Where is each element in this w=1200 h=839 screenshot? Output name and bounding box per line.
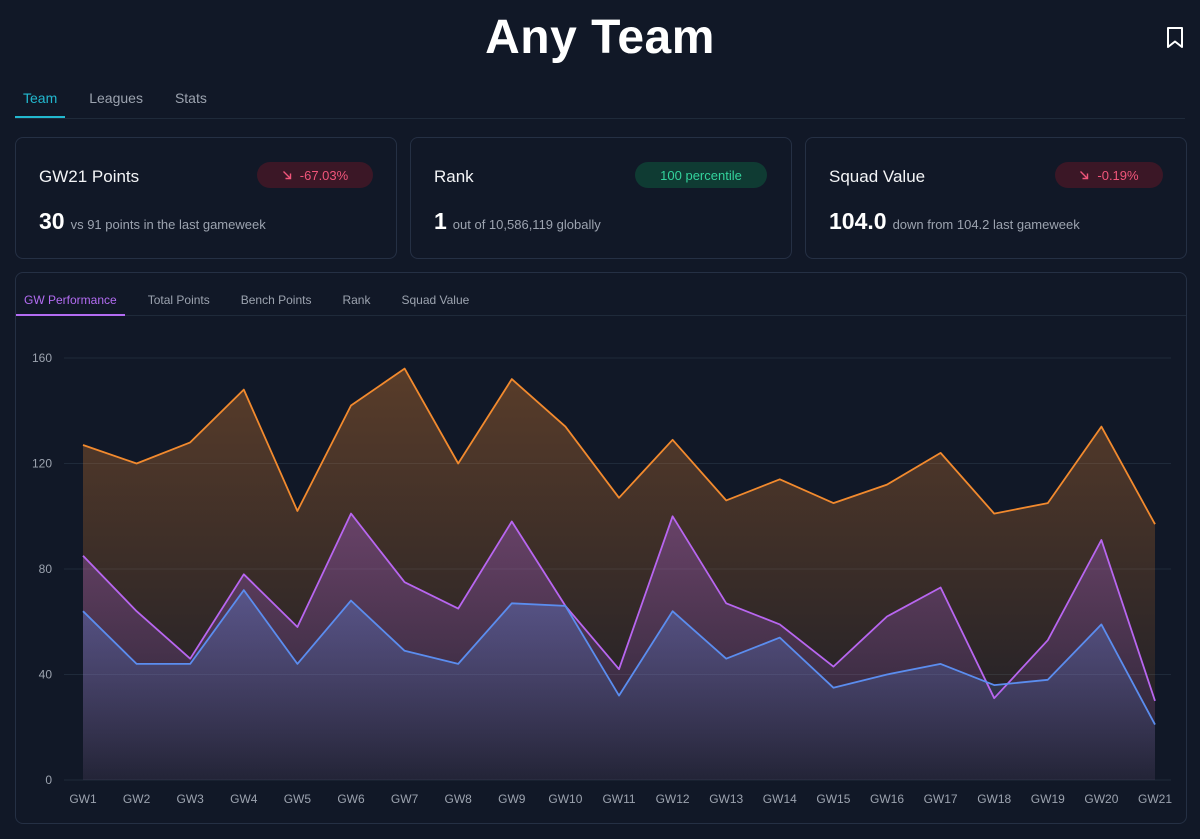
gw-performance-chart: 0 40 80 120 160 GW1 GW2 GW3 GW4 GW5 GW6 GW7 GW8 GW9 GW… (32, 351, 1172, 806)
y-tick-label: 80 (39, 562, 53, 576)
x-tick-label: GW13 (709, 792, 743, 806)
card-value: 30 (39, 208, 65, 234)
series-line (82, 512, 1156, 702)
card-value: 1 (434, 208, 447, 234)
chart-tab-squad-value[interactable]: Squad Value (401, 293, 470, 307)
card-title: GW21 Points (39, 167, 140, 186)
card-title: Squad Value (829, 167, 926, 186)
x-tick-label: GW16 (870, 792, 904, 806)
x-tick-label: GW17 (924, 792, 958, 806)
card-value-row: 104.0 down from 104.2 last gameweek (829, 208, 1080, 235)
x-tick-label: GW5 (284, 792, 312, 806)
y-tick-label: 0 (45, 773, 52, 787)
x-tick-label: GW9 (498, 792, 526, 806)
bookmark-button[interactable] (1166, 26, 1184, 50)
chart-tabs: GW Performance Total Points Bench Points… (16, 283, 1186, 316)
card-value-row: 30 vs 91 points in the last gameweek (39, 208, 266, 235)
chart-tab-rank[interactable]: Rank (342, 293, 371, 307)
tab-stats[interactable]: Stats (174, 90, 207, 106)
card-value-row: 1 out of 10,586,119 globally (434, 208, 601, 235)
bookmark-icon (1167, 27, 1183, 48)
series-line (82, 367, 1156, 525)
percentile-badge: 100 percentile (635, 162, 767, 188)
y-tick-label: 160 (32, 351, 52, 365)
summary-cards: GW21 Points -67.03% 30 vs 91 points in th… (15, 137, 1187, 259)
series-area (83, 590, 1155, 780)
chart-tab-total-points[interactable]: Total Points (147, 293, 210, 307)
series-line (82, 589, 1156, 726)
card-value: 104.0 (829, 208, 887, 234)
x-tick-label: GW8 (445, 792, 473, 806)
x-tick-label: GW19 (1031, 792, 1065, 806)
x-tick-label: GW1 (69, 792, 97, 806)
x-tick-label: GW21 (1138, 792, 1172, 806)
x-tick-label: GW15 (816, 792, 850, 806)
card-gw-points: GW21 Points -67.03% 30 vs 91 points in th… (15, 137, 397, 259)
tab-leagues[interactable]: Leagues (89, 90, 143, 106)
x-tick-label: GW4 (230, 792, 258, 806)
badge-text: -67.03% (299, 167, 349, 183)
card-subtext: down from 104.2 last gameweek (892, 217, 1080, 232)
badge-text: -0.19% (1097, 167, 1139, 183)
x-tick-label: GW3 (177, 792, 205, 806)
x-tick-label: GW14 (763, 792, 797, 806)
x-tick-label: GW6 (337, 792, 365, 806)
x-tick-label: GW12 (656, 792, 690, 806)
y-tick-label: 40 (39, 668, 53, 682)
x-tick-label: GW10 (548, 792, 582, 806)
main-tabs: Team Leagues Stats (15, 82, 1185, 119)
tab-team[interactable]: Team (15, 82, 66, 118)
x-tick-label: GW2 (123, 792, 151, 806)
badge-text: 100 percentile (660, 167, 742, 183)
chart-tab-bench-points[interactable]: Bench Points (240, 293, 312, 307)
card-subtext: out of 10,586,119 globally (452, 217, 601, 232)
change-badge: -0.19% (1055, 162, 1163, 188)
x-tick-label: GW7 (391, 792, 419, 806)
x-tick-label: GW11 (602, 792, 635, 806)
page-title: Any Team (485, 11, 715, 64)
card-squad-value: Squad Value -0.19% 104.0 down from 104.2 … (805, 137, 1187, 259)
card-subtext: vs 91 points in the last gameweek (70, 217, 266, 232)
arrow-down-right-icon (282, 171, 291, 180)
arrow-down-right-icon (1080, 171, 1089, 180)
y-tick-label: 120 (32, 457, 52, 471)
chart-tab-gw-performance[interactable]: GW Performance (16, 283, 125, 316)
chart-panel: GW Performance Total Points Bench Points… (15, 272, 1187, 824)
x-tick-label: GW20 (1084, 792, 1118, 806)
card-title: Rank (434, 167, 474, 186)
card-rank: Rank 100 percentile 1 out of 10,586,119 g… (410, 137, 792, 259)
x-tick-label: GW18 (977, 792, 1011, 806)
change-badge: -67.03% (257, 162, 373, 188)
